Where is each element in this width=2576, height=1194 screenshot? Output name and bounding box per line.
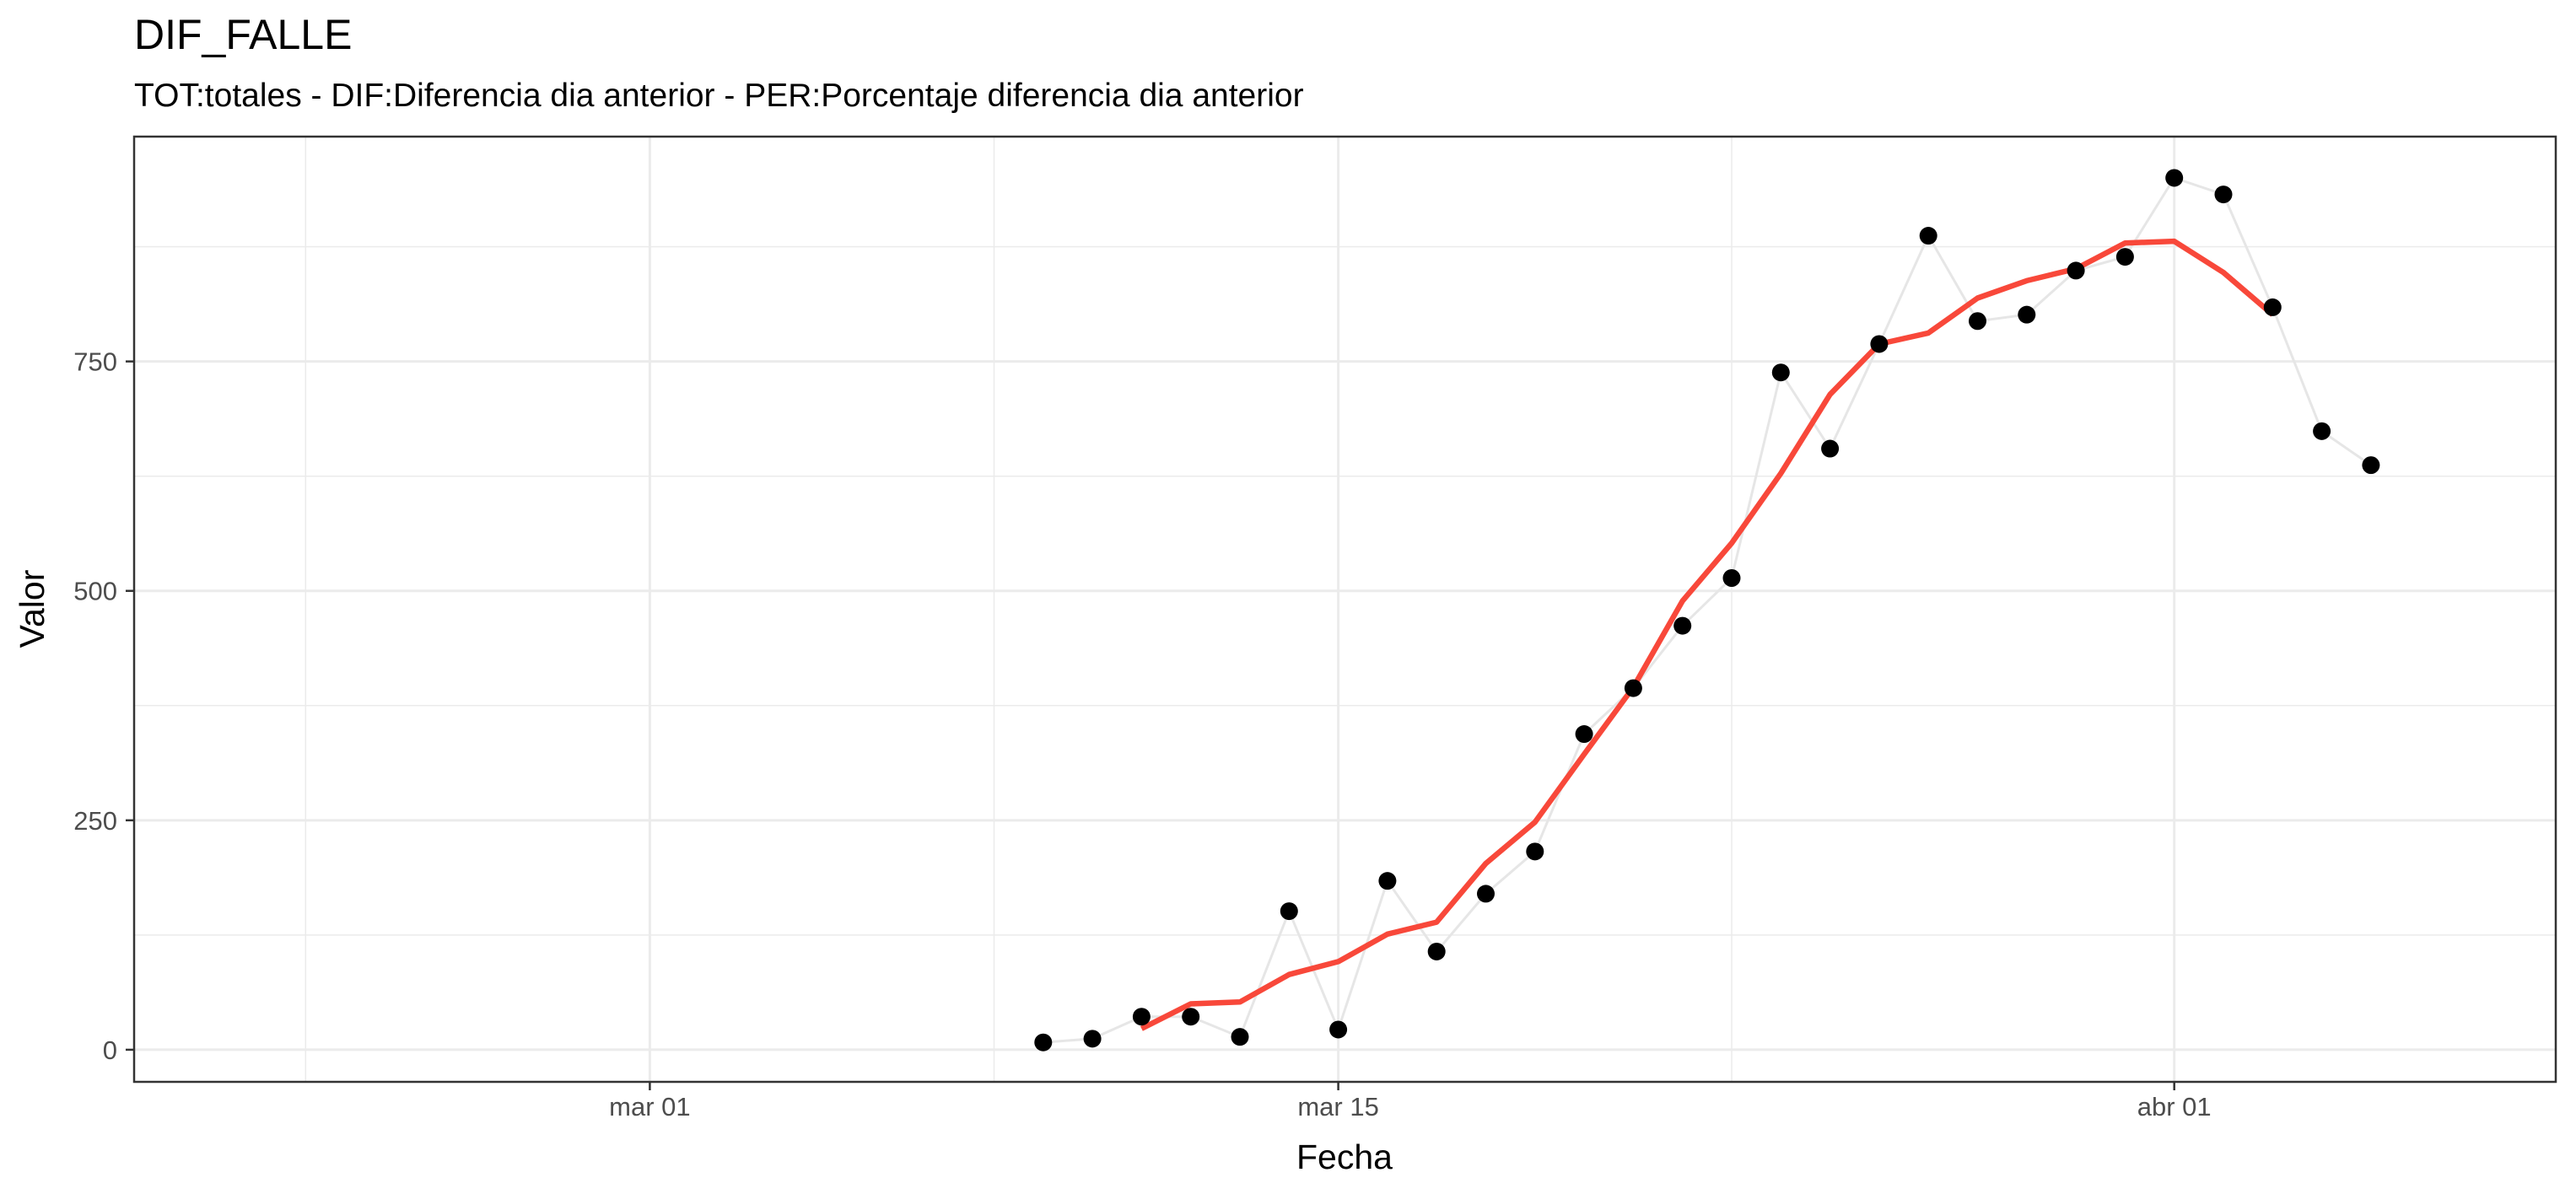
y-axis: 0 250 500 750	[73, 347, 134, 1065]
y-tick-label: 500	[73, 577, 117, 606]
data-point	[2067, 261, 2085, 280]
x-axis-title: Fecha	[1296, 1138, 1393, 1176]
data-point	[1624, 679, 1642, 697]
y-tick-label: 750	[73, 347, 117, 377]
data-point	[1771, 363, 1790, 382]
data-point	[1870, 335, 1889, 353]
data-point	[1329, 1020, 1348, 1039]
x-tick-label: mar 01	[609, 1092, 690, 1121]
data-point	[1477, 885, 1495, 903]
y-tick-label: 250	[73, 806, 117, 836]
data-point	[1427, 942, 1446, 960]
panel-border	[132, 135, 2557, 1084]
data-point	[1132, 1008, 1151, 1026]
data-point	[2362, 456, 2380, 475]
data-point	[1575, 725, 1593, 744]
data-point	[1722, 568, 1741, 587]
data-point	[1280, 902, 1298, 921]
data-point	[2115, 248, 2134, 266]
data-point	[2214, 186, 2233, 204]
data-point	[2313, 422, 2331, 440]
trend-line-path	[1140, 238, 2275, 1031]
x-tick-label: mar 15	[1297, 1092, 1378, 1121]
data-point	[2018, 305, 2036, 324]
x-axis: mar 01 mar 15 abr 01	[609, 1082, 2212, 1121]
data-point	[2165, 169, 2184, 187]
data-point	[1034, 1033, 1053, 1051]
data-point	[2263, 298, 2282, 316]
data-point	[1673, 616, 1692, 635]
data-point	[1231, 1028, 1249, 1046]
points-connector	[1043, 176, 2372, 1044]
trend-line	[1140, 238, 2275, 1031]
grid-major	[134, 137, 2556, 1082]
data-point	[1083, 1030, 1102, 1048]
x-tick-label: abr 01	[2137, 1092, 2212, 1121]
data-point	[1182, 1008, 1200, 1026]
grid-minor	[134, 137, 2556, 1082]
data-point	[1526, 842, 1544, 861]
y-tick-label: 0	[103, 1035, 117, 1065]
data-point	[1919, 227, 1937, 245]
data-point	[1378, 872, 1397, 890]
chart-title: DIF_FALLE	[134, 11, 352, 58]
chart-subtitle: TOT:totales - DIF:Diferencia dia anterio…	[134, 78, 1304, 114]
data-points	[1034, 169, 2380, 1051]
points-connector-line	[1043, 176, 2372, 1044]
data-point	[1969, 312, 1986, 331]
data-point	[1821, 439, 1840, 458]
y-axis-title: Valor	[13, 570, 51, 648]
